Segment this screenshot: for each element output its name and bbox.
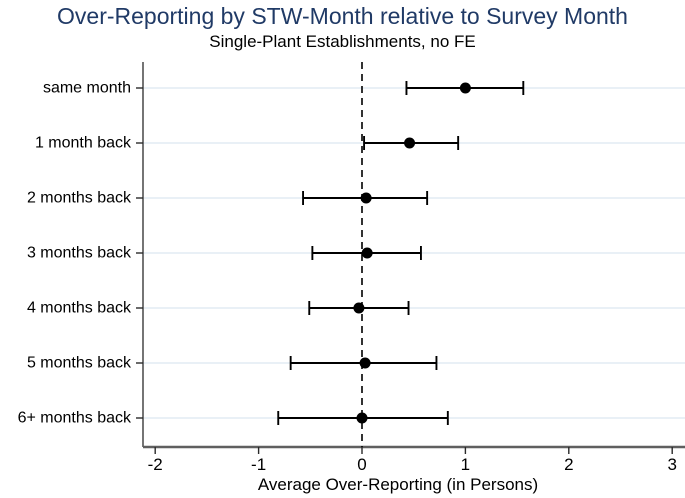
y-tick-label: 2 months back xyxy=(27,190,132,207)
y-tick-label: 3 months back xyxy=(27,245,132,262)
coefficient-point xyxy=(353,302,365,314)
x-tick-label: 3 xyxy=(667,455,676,474)
x-tick-label: -2 xyxy=(148,455,163,474)
coefficient-point xyxy=(356,412,368,424)
y-tick-label: 5 months back xyxy=(27,355,132,372)
y-tick-label: same month xyxy=(43,80,131,97)
x-tick-label: -1 xyxy=(251,455,266,474)
x-tick-label: 0 xyxy=(357,455,366,474)
y-tick-label: 6+ months back xyxy=(18,410,132,427)
coefficient-point xyxy=(459,82,471,94)
chart-subtitle: Single-Plant Establishments, no FE xyxy=(209,32,476,51)
coefficient-point xyxy=(360,192,372,204)
coefficient-point xyxy=(361,247,373,259)
x-axis-title: Average Over-Reporting (in Persons) xyxy=(257,475,539,494)
y-tick-label: 1 month back xyxy=(35,135,132,152)
y-tick-label: 4 months back xyxy=(27,300,132,317)
x-tick-label: 1 xyxy=(461,455,470,474)
coefficient-point xyxy=(359,357,371,369)
x-tick-label: 2 xyxy=(564,455,573,474)
coefficient-point xyxy=(404,137,416,149)
chart-title: Over-Reporting by STW-Month relative to … xyxy=(57,3,628,29)
